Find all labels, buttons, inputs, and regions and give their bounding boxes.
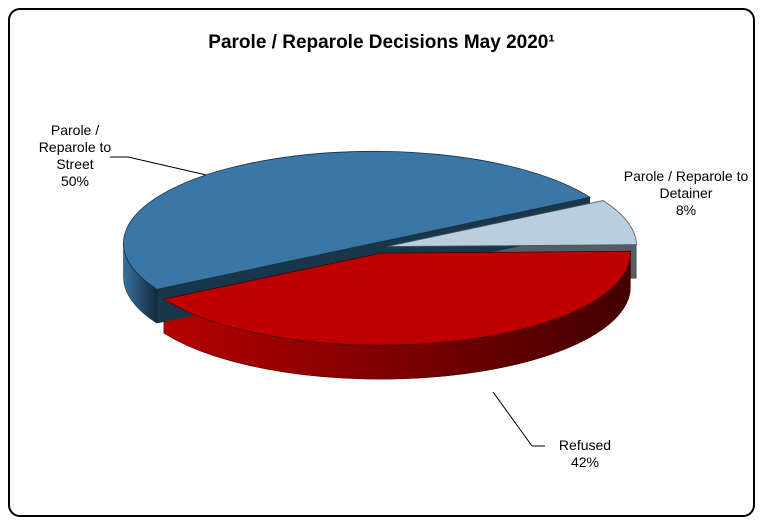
chart-frame (8, 8, 755, 517)
slice-name: Refused (558, 437, 612, 453)
slice-value: 8% (675, 202, 697, 218)
leader-line (127, 156, 216, 178)
slice-label: Parole / Reparole to Street 50% (10, 122, 140, 190)
slice-label: Refused 42% (545, 437, 625, 471)
slice-label: Parole / Reparole to Detainer 8% (612, 168, 760, 219)
slice (386, 200, 638, 247)
chart-title: Parole / Reparole Decisions May 2020¹ (208, 32, 555, 53)
slice-value: 50% (60, 173, 90, 189)
slice (162, 250, 631, 346)
slice-value: 42% (570, 454, 600, 470)
slice (123, 151, 592, 290)
slice-name: Parole / Reparole to Street (38, 122, 112, 172)
leader-line (492, 391, 533, 447)
slice-name: Parole / Reparole to Detainer (623, 168, 749, 201)
